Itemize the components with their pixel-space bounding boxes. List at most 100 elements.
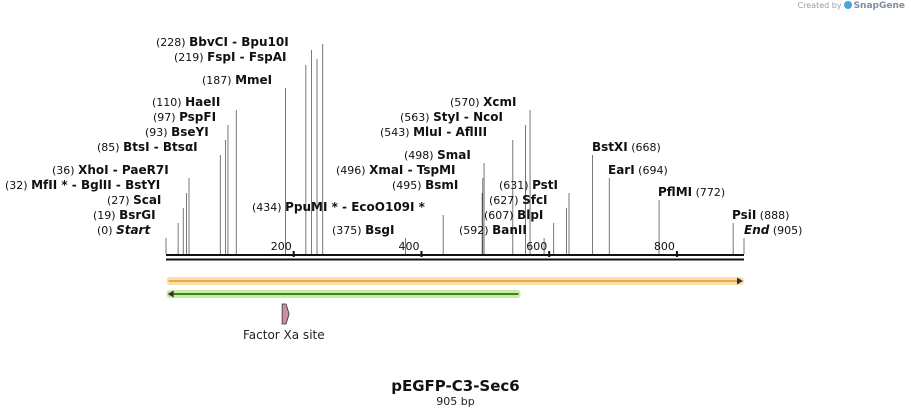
map-title: pEGFP-C3-Sec6 xyxy=(391,377,520,395)
site-partner: - PaeR7I xyxy=(109,163,169,177)
site-enzyme: BseYI xyxy=(171,125,209,139)
svg-text:PflMI (772): PflMI (772) xyxy=(658,185,725,199)
site-enzyme: BsrGI xyxy=(119,208,156,222)
site-position: (888) xyxy=(756,209,789,222)
site-bsmi: (495) BsmI xyxy=(392,178,458,192)
backbone xyxy=(166,254,744,261)
site-position: (228) xyxy=(156,36,189,49)
ruler: 200 400 600 800 xyxy=(271,240,678,257)
site-fspi: (219) FspI - FspAI xyxy=(174,50,287,64)
svg-text:(375) BsgI: (375) BsgI xyxy=(332,223,394,237)
ruler-label: 800 xyxy=(654,240,675,253)
svg-text:(570) XcmI: (570) XcmI xyxy=(450,95,516,109)
svg-text:(563) StyI - NcoI: (563) StyI - NcoI xyxy=(400,110,503,124)
ruler-label: 400 xyxy=(398,240,419,253)
site-enzyme: XcmI xyxy=(483,95,516,109)
site-position: (27) xyxy=(107,194,133,207)
credit-prefix: Created by xyxy=(797,1,842,10)
site-mlui: (543) MluI - AflIII xyxy=(380,125,487,139)
site-position: (498) xyxy=(404,149,437,162)
svg-text:(187) MmeI: (187) MmeI xyxy=(202,73,272,87)
site-partner: - BstYI xyxy=(112,178,161,192)
site-end: End (905) xyxy=(744,223,802,237)
site-enzyme: BlpI xyxy=(517,208,543,222)
site-position: (93) xyxy=(145,126,171,139)
svg-text:(592) BanII: (592) BanII xyxy=(459,223,527,237)
svg-text:(627) SfcI: (627) SfcI xyxy=(489,193,548,207)
site-scai: (27) ScaI xyxy=(107,193,161,207)
svg-text:BstXI (668): BstXI (668) xyxy=(592,140,661,154)
site-psii: PsiI (888) xyxy=(732,208,789,222)
site-enzyme: BbvCI xyxy=(189,35,228,49)
site-styi: (563) StyI - NcoI xyxy=(400,110,503,124)
site-position: (0) xyxy=(97,224,116,237)
site-position: (495) xyxy=(392,179,425,192)
svg-text:(36) XhoI - PaeR7I: (36) XhoI - PaeR7I xyxy=(52,163,169,177)
site-bsrgi: (19) BsrGI xyxy=(93,208,156,222)
svg-text:(93) BseYI: (93) BseYI xyxy=(145,125,209,139)
site-position: (187) xyxy=(202,74,235,87)
site-haeii: (110) HaeII xyxy=(152,95,220,109)
svg-text:(607) BlpI: (607) BlpI xyxy=(484,208,543,222)
site-position: (110) xyxy=(152,96,185,109)
site-partner: - BtsαI xyxy=(150,140,198,154)
svg-text:End (905): End (905) xyxy=(744,223,802,237)
site-position: (570) xyxy=(450,96,483,109)
svg-text:(0) Start: (0) Start xyxy=(97,223,151,237)
site-xhoi: (36) XhoI - PaeR7I xyxy=(52,163,169,177)
site-blpi: (607) BlpI xyxy=(484,208,543,222)
site-bsgi: (375) BsgI xyxy=(332,223,394,237)
site-enzyme: Start xyxy=(116,223,151,237)
svg-text:(97) PspFI: (97) PspFI xyxy=(153,110,216,124)
site-enzyme: StyI xyxy=(433,110,460,124)
site-position: (496) xyxy=(336,164,369,177)
site-pflmi: PflMI (772) xyxy=(658,185,725,199)
snapgene-logo-icon xyxy=(843,1,852,9)
site-position: (375) xyxy=(332,224,365,237)
factor-xa-label: Factor Xa site xyxy=(243,328,325,342)
site-bseyi: (93) BseYI xyxy=(145,125,209,139)
site-position: (627) xyxy=(489,194,522,207)
site-enzyme: XmaI xyxy=(369,163,403,177)
site-enzyme: BsmI xyxy=(425,178,458,192)
site-bstxi: BstXI (668) xyxy=(592,140,661,154)
site-mfii: (32) MfII * - BglII - BstYI xyxy=(5,178,160,192)
site-enzyme: ScaI xyxy=(133,193,161,207)
ruler-label: 600 xyxy=(526,240,547,253)
svg-text:(85) BtsI - BtsαI: (85) BtsI - BtsαI xyxy=(97,140,198,154)
site-enzyme: MmeI xyxy=(235,73,272,87)
svg-text:(498) SmaI: (498) SmaI xyxy=(404,148,471,162)
site-position: (543) xyxy=(380,126,413,139)
site-xcmi: (570) XcmI xyxy=(450,95,516,109)
site-start: (0) Start xyxy=(97,223,151,237)
site-enzyme: BanII xyxy=(492,223,527,237)
ruler-label: 200 xyxy=(271,240,292,253)
site-partner: - NcoI xyxy=(460,110,503,124)
site-position: (563) xyxy=(400,111,433,124)
site-enzyme: End xyxy=(744,223,770,237)
site-enzyme: XhoI xyxy=(78,163,109,177)
map-length: 905 bp xyxy=(436,395,475,408)
site-enzyme: SfcI xyxy=(522,193,547,207)
site-position: (85) xyxy=(97,141,123,154)
site-btsi: (85) BtsI - BtsαI xyxy=(97,140,198,154)
site-position: (631) xyxy=(499,179,532,192)
site-position: (219) xyxy=(174,51,207,64)
site-enzyme: BsgI xyxy=(365,223,394,237)
site-enzyme: EarI xyxy=(608,163,635,177)
site-enzyme: MfII * xyxy=(31,178,68,192)
site-enzyme: PstI xyxy=(532,178,558,192)
site-position: (694) xyxy=(635,164,668,177)
site-position: (905) xyxy=(769,224,802,237)
site-enzyme: FspI xyxy=(207,50,235,64)
site-position: (772) xyxy=(692,186,725,199)
site-partner: - FspAI xyxy=(235,50,286,64)
features xyxy=(166,277,744,325)
site-position: (32) xyxy=(5,179,31,192)
site-position: (668) xyxy=(628,141,661,154)
site-xmai: (496) XmaI - TspMI xyxy=(336,163,455,177)
site-position: (607) xyxy=(484,209,517,222)
svg-text:(496) XmaI - TspMI: (496) XmaI - TspMI xyxy=(336,163,455,177)
credit-brand: SnapGene xyxy=(853,1,905,11)
